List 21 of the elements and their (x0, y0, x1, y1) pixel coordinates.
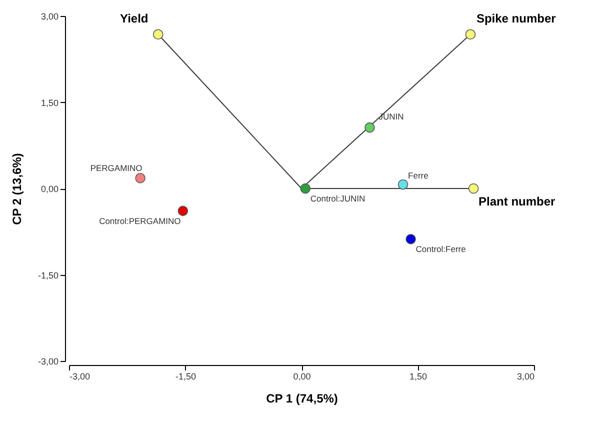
x-tick-label: 1,50 (409, 372, 428, 382)
series-label: Spike number (476, 11, 556, 26)
series-label: Plant number (478, 194, 556, 208)
y-tick-label: 1,50 (40, 98, 58, 108)
series-label: Control:PERGAMINO (99, 216, 182, 226)
series-label: JUNIN (378, 112, 404, 122)
y-tick-label: 3,00 (40, 12, 58, 22)
x-axis-title: CP 1 (74,5%) (266, 392, 338, 406)
series-label: Ferre (408, 170, 429, 180)
x-tick-label: -3,00 (70, 372, 90, 382)
y-tick-label: 0,00 (40, 184, 58, 194)
series-label: Control:Ferre (416, 244, 466, 254)
y-tick-label: -1,50 (38, 270, 58, 280)
series-label: Control:JUNIN (310, 194, 366, 204)
x-tick-label: 0,00 (293, 372, 311, 382)
series-label: PERGAMINO (90, 163, 143, 174)
y-tick-label: -3,00 (38, 356, 58, 366)
series-label: Yield (120, 11, 148, 26)
x-tick-label: 3,00 (516, 372, 534, 382)
y-axis-title: CP 2 (13,6%) (10, 153, 24, 225)
x-tick-label: -1,50 (175, 372, 196, 382)
